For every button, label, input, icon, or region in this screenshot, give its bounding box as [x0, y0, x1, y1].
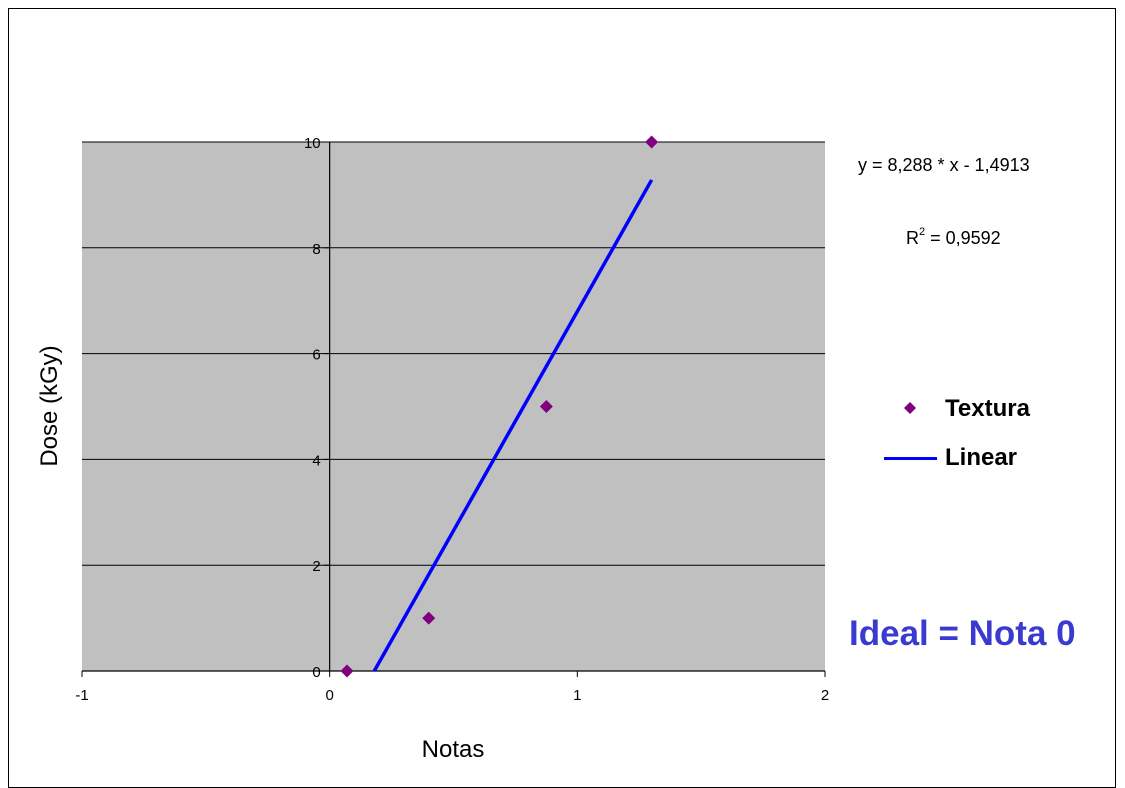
legend-line-icon — [884, 457, 937, 460]
legend-label-linear: Linear — [945, 444, 1018, 471]
x-axis-label: Notas — [422, 736, 485, 763]
plot-area — [82, 142, 825, 671]
y-tick-label: 6 — [312, 347, 320, 364]
y-tick-label: 4 — [312, 452, 320, 469]
legend-diamond-icon — [904, 402, 916, 414]
r-squared-value: R2 = 0,9592 — [906, 226, 1001, 249]
x-tick-label: 2 — [821, 687, 829, 704]
series-layer — [340, 135, 659, 678]
data-point-textura — [340, 664, 354, 678]
axes — [81, 141, 826, 677]
data-point-textura — [645, 135, 659, 149]
x-tick-label: -1 — [75, 687, 88, 704]
x-tick-label: 1 — [573, 687, 581, 704]
data-point-textura — [422, 611, 436, 625]
data-point-textura — [539, 400, 553, 413]
tick-labels: -1 0 1 2 0 2 4 6 8 10 — [75, 135, 829, 704]
r-squared-symbol: R — [906, 228, 919, 248]
ideal-annotation: Ideal = Nota 0 — [849, 614, 1076, 653]
r-squared-exponent: 2 — [919, 226, 926, 238]
r-squared-number: = 0,9592 — [925, 228, 1001, 248]
x-tick-label: 0 — [325, 687, 333, 704]
y-tick-label: 0 — [312, 664, 320, 681]
regression-equation: y = 8,288 * x - 1,4913 — [858, 155, 1030, 175]
legend-label-textura: Textura — [945, 395, 1030, 422]
y-tick-label: 10 — [304, 135, 321, 152]
y-tick-label: 2 — [312, 558, 320, 575]
y-tick-label: 8 — [312, 241, 320, 258]
regression-line — [372, 179, 654, 672]
y-axis-label: Dose (kGy) — [36, 345, 63, 466]
grid-lines — [82, 141, 825, 566]
